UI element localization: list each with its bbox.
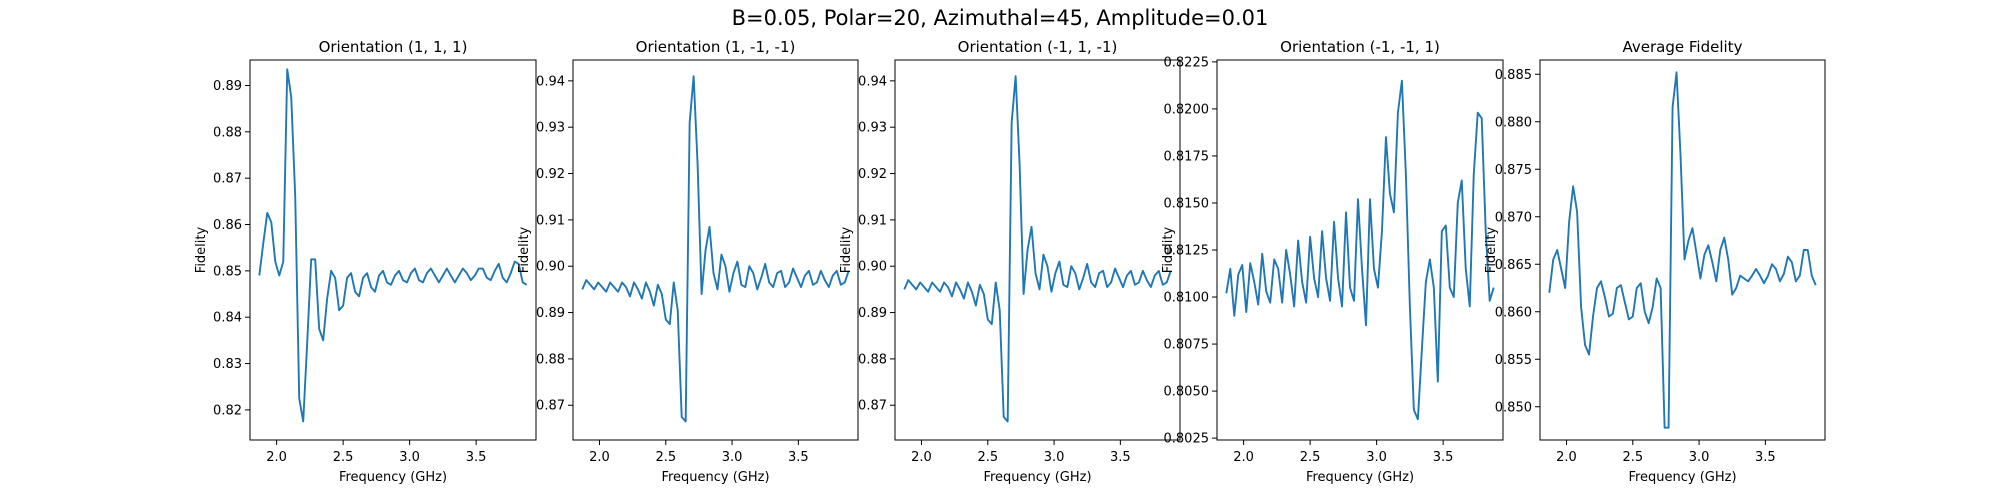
x-tick-label: 2.5 bbox=[333, 450, 354, 465]
figure-suptitle: B=0.05, Polar=20, Azimuthal=45, Amplitud… bbox=[731, 6, 1269, 30]
x-axis-label: Frequency (GHz) bbox=[661, 470, 769, 485]
subplot-title: Average Fidelity bbox=[1623, 38, 1743, 56]
y-tick-label: 0.89 bbox=[213, 79, 242, 94]
x-tick-label: 3.0 bbox=[722, 450, 743, 465]
y-tick-label: 0.88 bbox=[858, 352, 887, 367]
x-tick-label: 3.5 bbox=[1755, 450, 1776, 465]
x-tick-label: 3.0 bbox=[1044, 450, 1065, 465]
y-axis-label: Fidelity bbox=[194, 226, 209, 273]
y-axis-label: Fidelity bbox=[839, 226, 854, 273]
y-tick-label: 0.850 bbox=[1495, 400, 1532, 415]
subplot-5: 2.0 2.5 3.0 3.5 0.850 0.855 0.860 0.865 0.870 0.8… bbox=[1484, 38, 1826, 485]
y-tick-label: 0.82 bbox=[213, 403, 242, 418]
axes-frame bbox=[1539, 59, 1826, 441]
y-tick-label: 0.91 bbox=[858, 213, 887, 228]
y-tick-label: 0.93 bbox=[858, 121, 887, 136]
y-tick-label: 0.88 bbox=[536, 352, 565, 367]
subplot-title: Orientation (1, 1, 1) bbox=[319, 38, 468, 56]
y-axis-label: Fidelity bbox=[1484, 226, 1499, 273]
x-tick-label: 2.5 bbox=[655, 450, 676, 465]
y-tick-label: 0.89 bbox=[536, 306, 565, 321]
y-tick-label: 0.8075 bbox=[1164, 338, 1210, 353]
y-tick-label: 0.84 bbox=[213, 311, 242, 326]
y-tick-label: 0.90 bbox=[858, 260, 887, 275]
x-tick-label: 2.0 bbox=[589, 450, 610, 465]
y-tick-label: 0.87 bbox=[536, 399, 565, 414]
x-tick-label: 3.5 bbox=[788, 450, 809, 465]
y-tick-label: 0.93 bbox=[536, 121, 565, 136]
y-tick-label: 0.885 bbox=[1495, 68, 1532, 83]
y-tick-label: 0.83 bbox=[213, 357, 242, 372]
x-tick-label: 3.5 bbox=[466, 450, 487, 465]
x-tick-label: 2.0 bbox=[1556, 450, 1577, 465]
y-tick-label: 0.875 bbox=[1495, 163, 1532, 178]
y-tick-label: 0.8025 bbox=[1164, 432, 1210, 447]
y-tick-label: 0.89 bbox=[858, 306, 887, 321]
y-tick-label: 0.90 bbox=[536, 260, 565, 275]
y-tick-label: 0.87 bbox=[213, 172, 242, 187]
series-line bbox=[1548, 71, 1817, 429]
x-tick-label: 3.5 bbox=[1433, 450, 1454, 465]
y-tick-label: 0.92 bbox=[536, 167, 565, 182]
axes-frame bbox=[894, 59, 1181, 441]
x-tick-label: 3.5 bbox=[1110, 450, 1131, 465]
subplot-title: Orientation (-1, -1, 1) bbox=[1280, 38, 1440, 56]
subplot-2: 2.0 2.5 3.0 3.5 0.87 0.88 0.89 0.90 0.91 0.92 0.93… bbox=[517, 38, 859, 485]
y-tick-label: 0.855 bbox=[1495, 353, 1532, 368]
x-tick-label: 2.0 bbox=[911, 450, 932, 465]
y-tick-label: 0.8225 bbox=[1164, 55, 1210, 70]
y-tick-label: 0.865 bbox=[1495, 258, 1532, 273]
y-tick-label: 0.8125 bbox=[1164, 244, 1210, 259]
y-tick-label: 0.94 bbox=[858, 74, 887, 89]
series-line bbox=[1225, 79, 1495, 421]
y-axis-label: Fidelity bbox=[517, 226, 532, 273]
y-tick-label: 0.8150 bbox=[1164, 196, 1210, 211]
x-axis-label: Frequency (GHz) bbox=[1306, 470, 1414, 485]
x-tick-label: 2.5 bbox=[977, 450, 998, 465]
series-line bbox=[258, 68, 528, 423]
x-tick-label: 3.0 bbox=[399, 450, 420, 465]
axes-frame bbox=[572, 59, 859, 441]
y-tick-label: 0.91 bbox=[536, 213, 565, 228]
y-tick-label: 0.870 bbox=[1495, 210, 1532, 225]
y-tick-label: 0.8175 bbox=[1164, 149, 1210, 164]
x-tick-label: 2.0 bbox=[1233, 450, 1254, 465]
x-axis-label: Frequency (GHz) bbox=[1628, 470, 1736, 485]
y-tick-label: 0.8050 bbox=[1164, 385, 1210, 400]
y-tick-label: 0.8200 bbox=[1164, 102, 1210, 117]
y-tick-label: 0.85 bbox=[213, 264, 242, 279]
x-axis-label: Frequency (GHz) bbox=[983, 470, 1091, 485]
y-tick-label: 0.880 bbox=[1495, 115, 1532, 130]
subplot-1: 2.0 2.5 3.0 3.5 0.82 0.83 0.84 0.85 0.86 0.87 0.88… bbox=[194, 38, 537, 485]
y-axis-label: Fidelity bbox=[1161, 226, 1176, 273]
x-tick-label: 3.0 bbox=[1366, 450, 1387, 465]
subplot-3: 2.0 2.5 3.0 3.5 0.87 0.88 0.89 0.90 0.91 0.92 0.93… bbox=[839, 38, 1181, 485]
x-axis-label: Frequency (GHz) bbox=[339, 470, 447, 485]
y-tick-label: 0.92 bbox=[858, 167, 887, 182]
subplot-title: Orientation (1, -1, -1) bbox=[636, 38, 796, 56]
x-tick-label: 3.0 bbox=[1689, 450, 1710, 465]
x-tick-label: 2.5 bbox=[1622, 450, 1643, 465]
y-tick-label: 0.87 bbox=[858, 399, 887, 414]
x-tick-label: 2.5 bbox=[1300, 450, 1321, 465]
series-line bbox=[581, 75, 850, 423]
y-tick-label: 0.860 bbox=[1495, 305, 1532, 320]
y-tick-label: 0.8100 bbox=[1164, 291, 1210, 306]
y-tick-label: 0.86 bbox=[213, 218, 242, 233]
y-tick-label: 0.88 bbox=[213, 125, 242, 140]
x-tick-label: 2.0 bbox=[266, 450, 287, 465]
series-line bbox=[903, 75, 1172, 423]
axes-frame bbox=[249, 59, 537, 441]
y-tick-label: 0.94 bbox=[536, 74, 565, 89]
subplot-4: 2.0 2.5 3.0 3.5 0.8025 0.8050 0.8075 0.8100 0.81… bbox=[1161, 38, 1504, 485]
subplot-title: Orientation (-1, 1, -1) bbox=[958, 38, 1118, 56]
